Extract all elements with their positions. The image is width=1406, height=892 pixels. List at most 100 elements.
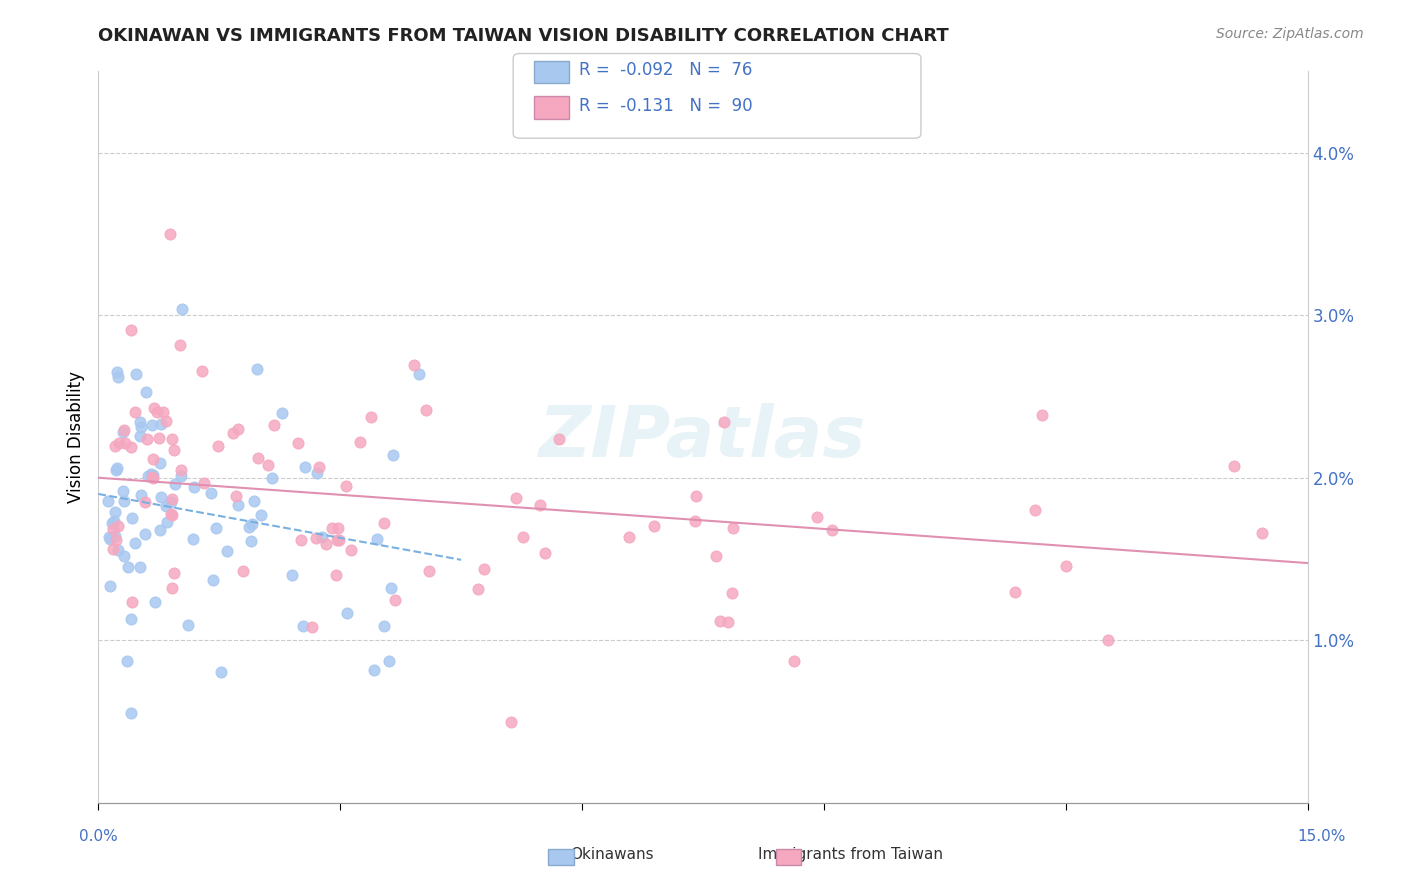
Point	[260, 471, 283, 485]
Point	[181, 532, 204, 546]
Point	[280, 568, 302, 582]
Point	[155, 414, 177, 428]
Point	[142, 451, 165, 466]
Point	[135, 385, 157, 400]
Point	[548, 432, 571, 446]
Point	[467, 582, 489, 597]
Point	[129, 415, 152, 429]
Point	[120, 440, 142, 454]
Point	[107, 518, 129, 533]
Point	[1004, 585, 1026, 599]
Point	[98, 532, 121, 546]
Point	[685, 489, 707, 503]
Point	[135, 432, 157, 446]
Point	[806, 510, 828, 524]
Point	[103, 514, 125, 528]
Text: OKINAWAN VS IMMIGRANTS FROM TAIWAN VISION DISABILITY CORRELATION CHART: OKINAWAN VS IMMIGRANTS FROM TAIWAN VISIO…	[98, 27, 949, 45]
Point	[112, 549, 135, 563]
Point	[472, 562, 495, 576]
Point	[360, 410, 382, 425]
Point	[112, 494, 135, 508]
Point	[207, 439, 229, 453]
Point	[105, 463, 128, 477]
Point	[163, 476, 186, 491]
Point	[145, 405, 167, 419]
Point	[104, 529, 127, 543]
Point	[783, 654, 806, 668]
Point	[204, 521, 226, 535]
Point	[308, 459, 330, 474]
Point	[709, 614, 731, 628]
Point	[170, 469, 193, 483]
Point	[215, 544, 238, 558]
Point	[149, 491, 172, 505]
Point	[143, 401, 166, 416]
Point	[290, 533, 312, 547]
Point	[112, 424, 135, 438]
Point	[111, 425, 134, 439]
Point	[294, 460, 316, 475]
Point	[305, 531, 328, 545]
Point	[335, 478, 357, 492]
Point	[121, 595, 143, 609]
Point	[129, 428, 152, 442]
Point	[105, 461, 128, 475]
Point	[114, 435, 136, 450]
Point	[721, 521, 744, 535]
Text: R =  -0.131   N =  90: R = -0.131 N = 90	[579, 97, 752, 115]
Point	[404, 358, 426, 372]
Point	[98, 530, 121, 544]
Point	[104, 439, 127, 453]
Point	[120, 706, 142, 720]
Text: R =  -0.092   N =  76: R = -0.092 N = 76	[579, 62, 752, 79]
Point	[98, 579, 121, 593]
Point	[263, 417, 285, 432]
Point	[325, 533, 347, 547]
Point	[328, 533, 350, 547]
Point	[529, 498, 551, 512]
Point	[150, 417, 173, 431]
Point	[378, 654, 401, 668]
Point	[1024, 503, 1046, 517]
Point	[534, 546, 557, 560]
Point	[101, 541, 124, 556]
Point	[617, 530, 640, 544]
Point	[373, 619, 395, 633]
Text: 0.0%: 0.0%	[79, 830, 118, 844]
Point	[142, 471, 165, 485]
Point	[183, 480, 205, 494]
Point	[225, 489, 247, 503]
Point	[257, 458, 280, 472]
Point	[170, 301, 193, 316]
Point	[321, 521, 343, 535]
Point	[160, 508, 183, 523]
Point	[124, 536, 146, 550]
Point	[129, 420, 152, 434]
Point	[720, 585, 742, 599]
Point	[408, 367, 430, 381]
Point	[821, 523, 844, 537]
Point	[134, 527, 156, 541]
Point	[120, 323, 142, 337]
Point	[152, 405, 174, 419]
Point	[240, 516, 263, 531]
Point	[209, 665, 232, 679]
Point	[202, 573, 225, 587]
Point	[117, 560, 139, 574]
Point	[340, 542, 363, 557]
Point	[239, 533, 262, 548]
Point	[349, 435, 371, 450]
Point	[159, 227, 181, 241]
Point	[325, 568, 347, 582]
Point	[373, 516, 395, 530]
Point	[111, 483, 134, 498]
Point	[326, 521, 349, 535]
Point	[1251, 526, 1274, 541]
Point	[125, 367, 148, 381]
Point	[160, 508, 183, 522]
Point	[124, 405, 146, 419]
Point	[108, 436, 131, 450]
Point	[1223, 459, 1246, 474]
Point	[713, 415, 735, 429]
Point	[307, 466, 329, 480]
